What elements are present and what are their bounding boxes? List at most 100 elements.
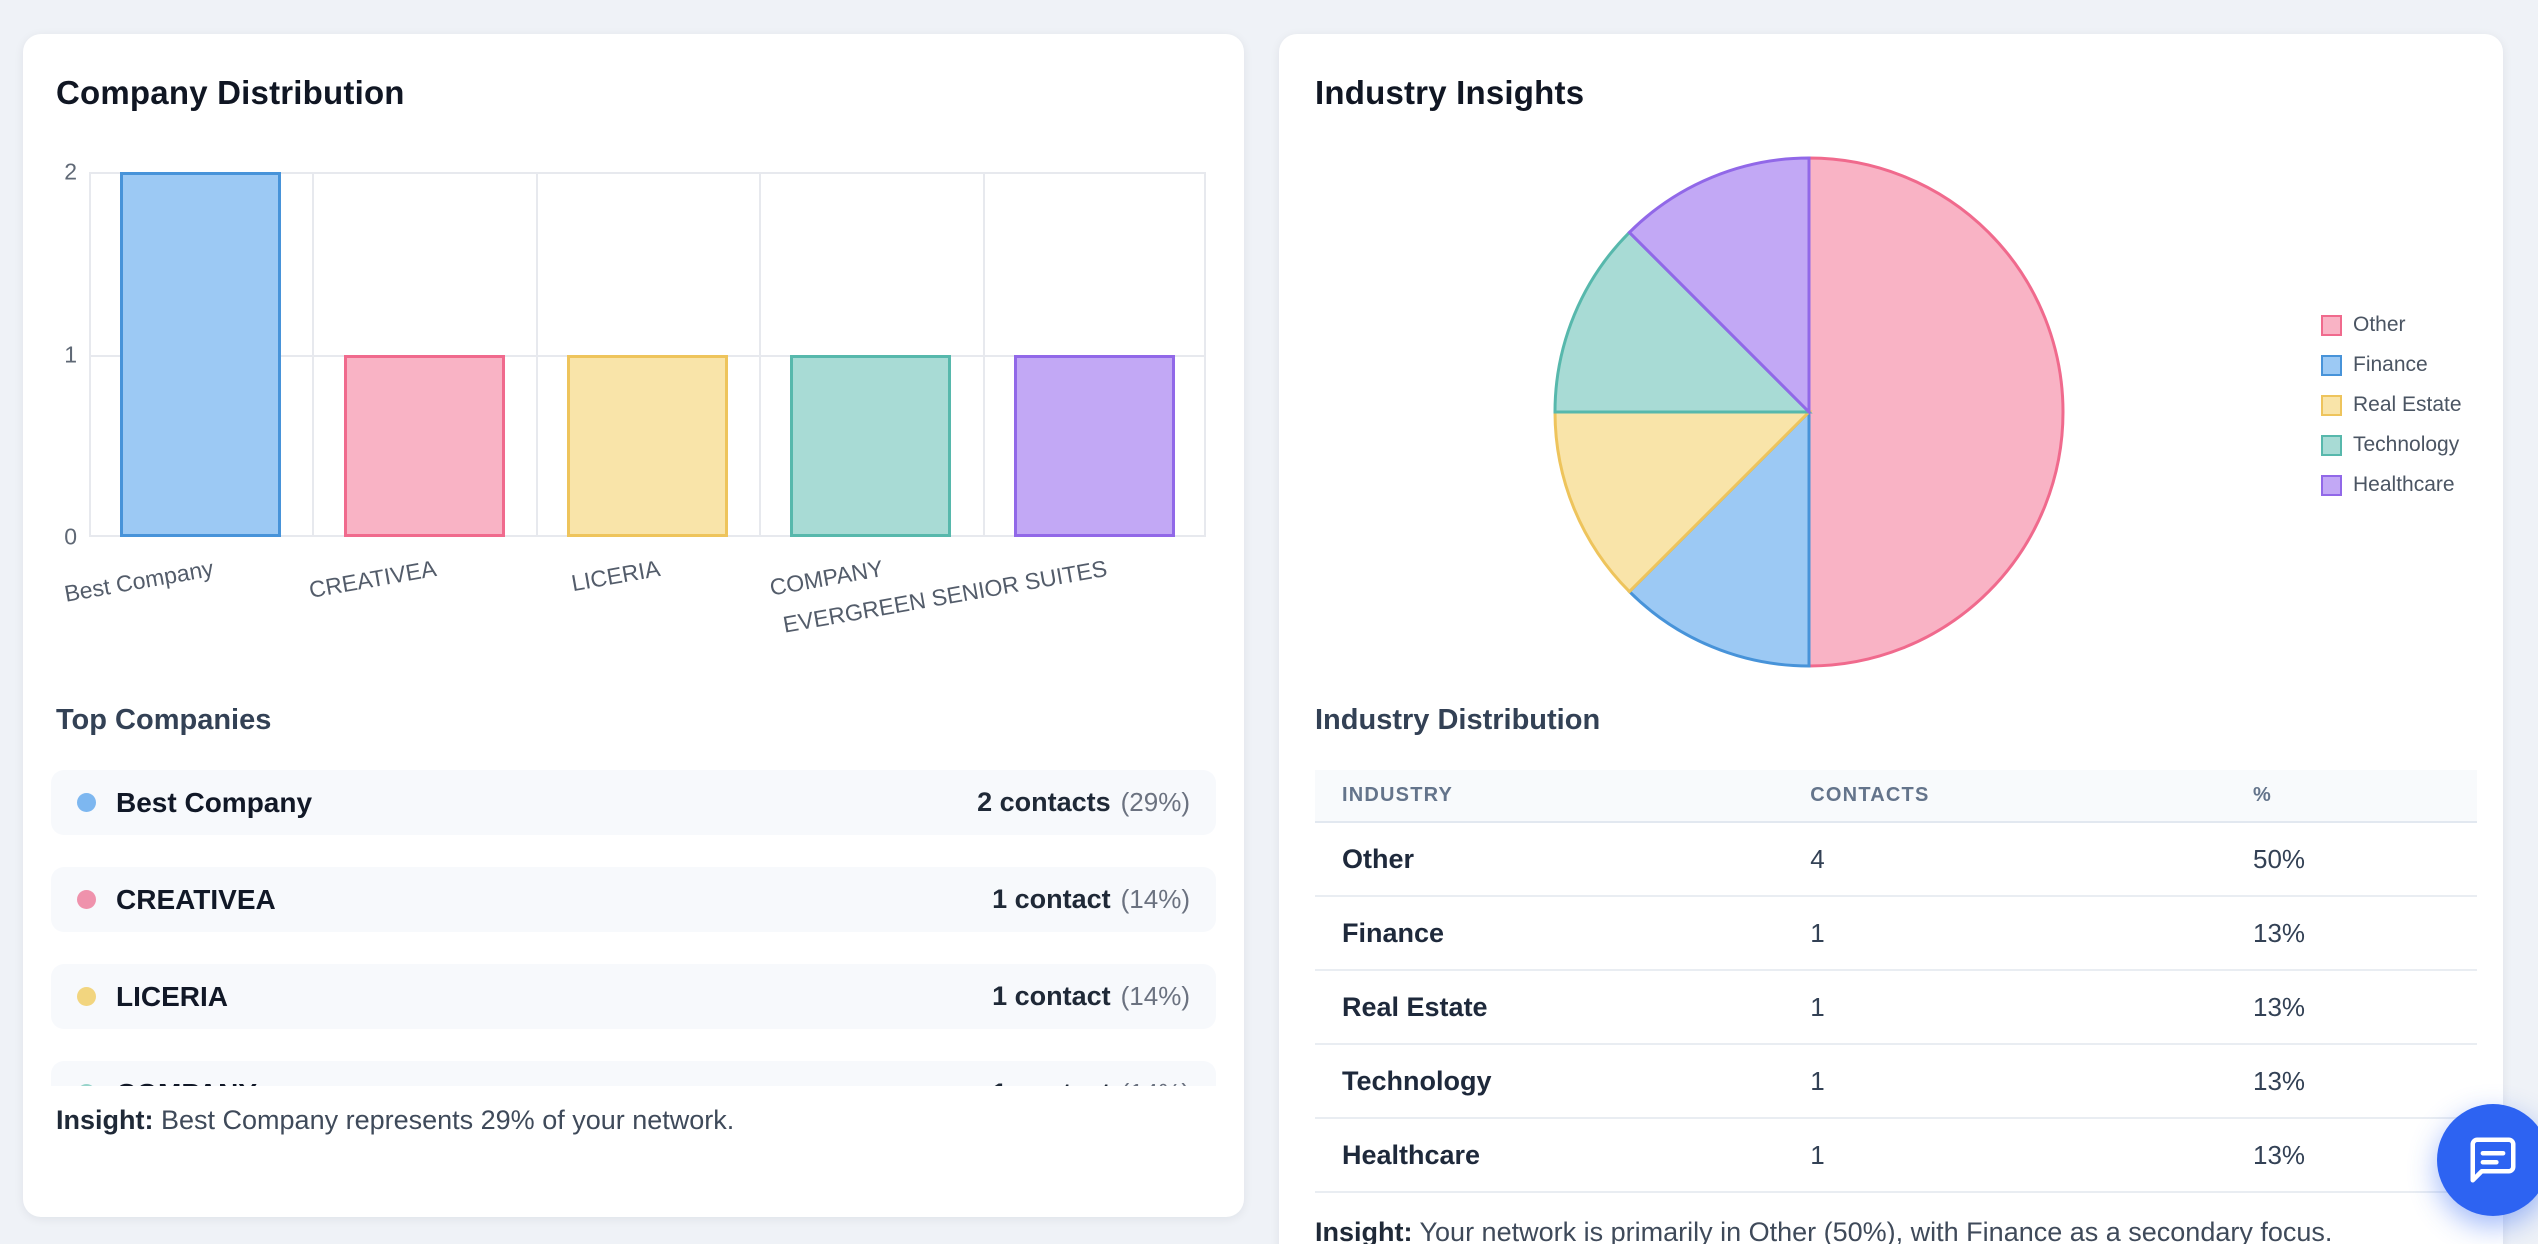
contacts-cell: 1: [1783, 896, 2226, 971]
legend-label: Finance: [2353, 353, 2428, 376]
table-row: Technology 1 13%: [1315, 1044, 2477, 1119]
pie-slice[interactable]: [1627, 408, 1811, 668]
pie-slice[interactable]: [1553, 230, 1813, 414]
company-distribution-card: Company Distribution 0 1 2 Best Company CRE…: [23, 34, 1244, 1217]
company-percent: (14%): [1121, 1078, 1190, 1086]
company-list-item: COMPANY 1 contact (14%): [51, 1061, 1216, 1086]
company-color-dot: [77, 890, 96, 909]
col-header-percent: %: [2226, 770, 2477, 823]
bar[interactable]: [343, 354, 505, 537]
company-list-item: Best Company 2 contacts (29%): [51, 770, 1216, 835]
percent-cell: 13%: [2226, 1118, 2477, 1193]
percent-cell: 13%: [2226, 970, 2477, 1045]
gridline: [89, 172, 1206, 174]
legend-item[interactable]: Healthcare: [2321, 473, 2462, 496]
company-name: LICERIA: [116, 980, 228, 1012]
insight-text: Your network is primarily in Other (50%)…: [1419, 1217, 2333, 1244]
chat-icon: [2470, 1137, 2516, 1183]
company-list-item: LICERIA 1 contact (14%): [51, 964, 1216, 1029]
y-axis-tick-label: 1: [64, 341, 77, 367]
contacts-cell: 1: [1783, 970, 2226, 1045]
x-axis-label: LICERIA: [569, 555, 663, 597]
industry-cell: Finance: [1315, 896, 1784, 971]
industry-distribution-heading: Industry Distribution: [1315, 704, 1601, 736]
col-header-contacts: CONTACTS: [1783, 770, 2226, 823]
company-contacts: 2 contacts: [977, 787, 1111, 817]
company-name: COMPANY: [116, 1078, 257, 1087]
industry-cell: Healthcare: [1315, 1118, 1784, 1193]
chat-button[interactable]: [2437, 1104, 2538, 1216]
company-list-item: CREATIVEA 1 contact (14%): [51, 867, 1216, 932]
legend-label: Real Estate: [2353, 393, 2462, 416]
legend-item[interactable]: Real Estate: [2321, 393, 2462, 416]
top-companies-list[interactable]: Best Company 2 contacts (29%) CREATIVEA …: [51, 770, 1216, 1086]
company-contacts: 1 contact: [992, 884, 1111, 914]
industry-cell: Technology: [1315, 1044, 1784, 1119]
company-contacts: 1 contact: [992, 981, 1111, 1011]
pie-slice[interactable]: [1553, 410, 1813, 594]
industry-insights-card: Industry Insights Other Finance Real Estat…: [1279, 34, 2503, 1244]
company-stats: 1 contact (14%): [992, 884, 1190, 915]
legend-label: Healthcare: [2353, 473, 2455, 496]
percent-cell: 50%: [2226, 822, 2477, 897]
company-color-dot: [77, 1084, 96, 1086]
legend-swatch: [2321, 354, 2342, 376]
industry-cell: Real Estate: [1315, 970, 1784, 1045]
legend-item[interactable]: Technology: [2321, 433, 2462, 456]
insight-label: Insight:: [1315, 1217, 1413, 1244]
pie-slice[interactable]: [1627, 156, 1811, 416]
industry-cell: Other: [1315, 822, 1784, 897]
y-axis-tick-label: 0: [64, 523, 77, 550]
insight-text: Best Company represents 29% of your netw…: [161, 1105, 735, 1135]
legend-swatch: [2321, 394, 2342, 416]
percent-cell: 13%: [2226, 896, 2477, 971]
table-row: Healthcare 1 13%: [1315, 1118, 2477, 1193]
table-row: Other 4 50%: [1315, 822, 2477, 897]
x-axis-label: COMPANY: [768, 555, 886, 601]
company-contacts: 1 contact: [992, 1078, 1111, 1086]
bar-chart-x-axis: Best Company CREATIVEA LICERIA COMPANY EVERG…: [62, 555, 1206, 655]
x-axis-label: Best Company: [62, 555, 216, 607]
bar[interactable]: [120, 172, 282, 537]
company-percent: (29%): [1120, 787, 1190, 817]
bar[interactable]: [567, 354, 728, 537]
legend-item[interactable]: Finance: [2321, 353, 2462, 376]
contacts-cell: 4: [1783, 822, 2226, 897]
company-name: Best Company: [116, 786, 313, 818]
company-card-title: Company Distribution: [56, 74, 405, 111]
legend-swatch: [2321, 474, 2342, 496]
gridline: [535, 172, 538, 537]
insight-label: Insight:: [56, 1105, 154, 1135]
legend-label: Technology: [2353, 433, 2460, 456]
table-row: Real Estate 1 13%: [1315, 970, 2477, 1045]
company-percent: (14%): [1120, 884, 1190, 914]
industry-insight: Insight: Your network is primarily in Ot…: [1315, 1217, 2332, 1244]
industry-pie-chart[interactable]: [1551, 154, 2067, 670]
gridline: [759, 172, 762, 537]
company-stats: 1 contact (14%): [992, 981, 1190, 1012]
legend-swatch: [2321, 434, 2342, 456]
gridline: [312, 172, 315, 537]
company-stats: 1 contact (14%): [992, 1078, 1190, 1086]
col-header-industry: INDUSTRY: [1315, 770, 1784, 823]
bar[interactable]: [790, 354, 952, 537]
industry-card-title: Industry Insights: [1315, 74, 1585, 111]
table-row: Finance 1 13%: [1315, 896, 2477, 971]
x-axis-label: CREATIVEA: [307, 555, 439, 603]
legend-label: Other: [2353, 313, 2406, 336]
y-axis-tick-label: 2: [64, 158, 77, 185]
legend-item[interactable]: Other: [2321, 313, 2462, 336]
pie-slice[interactable]: [1807, 156, 2065, 668]
bar[interactable]: [1013, 354, 1175, 537]
company-insight: Insight: Best Company represents 29% of …: [56, 1105, 734, 1136]
industry-table: INDUSTRY CONTACTS % Other 4 50% Finance …: [1315, 770, 2477, 1193]
company-percent: (14%): [1120, 981, 1190, 1011]
gridline: [1204, 172, 1206, 537]
pie-svg[interactable]: [1551, 154, 2067, 670]
top-companies-heading: Top Companies: [56, 704, 272, 736]
gridline: [89, 172, 91, 537]
contacts-cell: 1: [1783, 1044, 2226, 1119]
percent-cell: 13%: [2226, 1044, 2477, 1119]
company-name: CREATIVEA: [116, 883, 276, 915]
company-color-dot: [77, 987, 96, 1006]
